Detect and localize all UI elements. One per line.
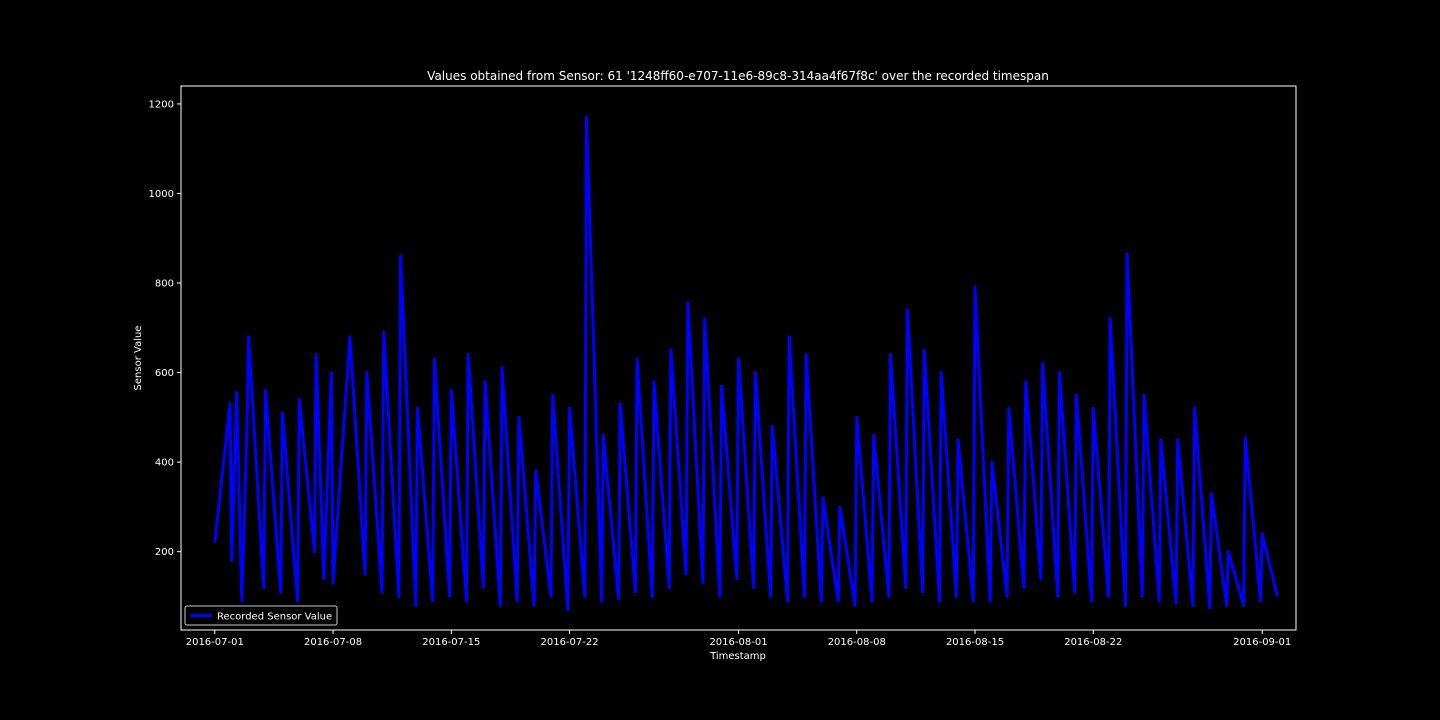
x-tick-label: 2016-08-15 [946,637,1004,648]
x-tick-label: 2016-08-22 [1064,637,1122,648]
x-tick-label: 2016-08-01 [709,637,767,648]
x-tick-label: 2016-09-01 [1233,637,1291,648]
x-tick-label: 2016-07-15 [422,637,480,648]
legend-box [184,605,338,626]
x-axis: 2016-07-01 2016-07-08 2016-07-15 2016-07-22… [186,630,1291,648]
x-tick-label: 2016-07-08 [304,637,362,648]
x-tick-label: 2016-07-01 [186,637,244,648]
legend-label: Recorded Sensor Value [217,612,332,623]
y-axis-label: Sensor Value [133,326,144,391]
y-axis: 200 400 600 800 1000 1200 [149,99,181,558]
legend: Recorded Sensor Value [184,605,338,626]
x-tick-label: 2016-08-08 [828,637,886,648]
y-tick-label: 400 [155,458,174,469]
y-tick-label: 600 [155,368,174,379]
series-line [213,115,1279,612]
y-tick-label: 1000 [149,189,174,200]
y-tick-label: 800 [155,279,174,290]
y-tick-label: 200 [155,547,174,558]
plot-area [213,115,1279,612]
x-axis-label: Timestamp [709,651,766,662]
chart-title: Values obtained from Sensor: 61 '1248ff6… [427,69,1049,83]
x-tick-label: 2016-07-22 [540,637,598,648]
y-tick-label: 1200 [149,99,174,110]
